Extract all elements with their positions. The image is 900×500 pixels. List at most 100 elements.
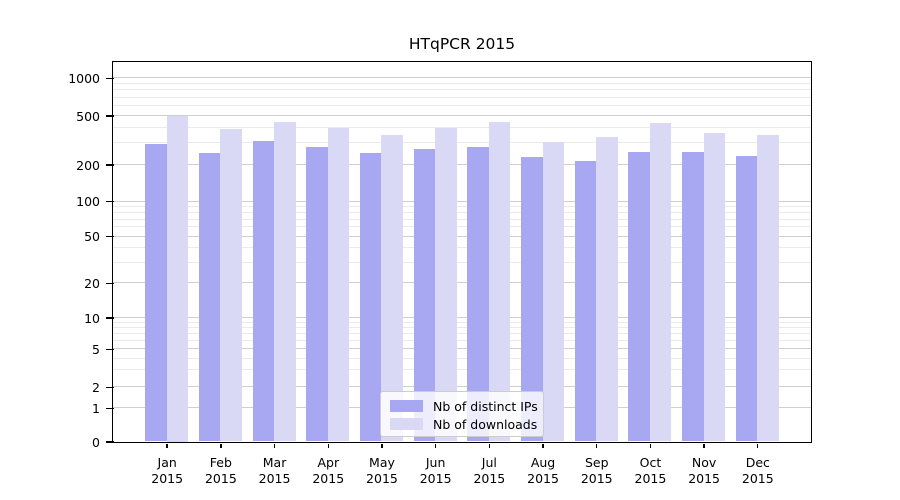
minor-gridline [113,89,811,91]
legend: Nb of distinct IPs Nb of downloads [380,391,544,437]
bar-distinct-ips-nov [682,151,704,442]
bar-downloads-sep [596,136,618,442]
bar-downloads-apr [327,128,350,442]
minor-gridline [113,126,811,128]
minor-gridline [113,105,811,107]
x-tick-label: May 2015 [354,455,410,486]
x-tick-label-month: Feb [209,455,232,470]
x-tick-label-month: Aug [530,455,556,470]
x-tick-label-year: 2015 [419,470,452,486]
x-tick-label: Oct 2015 [622,455,678,486]
x-tick-mark [757,443,759,448]
x-tick-mark [166,443,168,448]
x-tick-label-year: 2015 [580,470,613,486]
x-tick-mark [434,443,437,448]
x-tick-label-month: Oct [639,455,662,470]
bar-downloads-mar [274,122,296,442]
bar-distinct-ips-dec [735,155,758,442]
y-tick-mark [105,201,114,203]
minor-gridline [113,218,811,220]
x-tick-label-month: Jan [157,455,177,470]
x-tick-label: Mar 2015 [247,455,303,486]
bar-downloads-nov [703,133,726,442]
x-tick-label-year: 2015 [688,470,721,486]
y-tick-mark [105,317,114,319]
minor-gridline [113,321,811,323]
bar-distinct-ips-jun [413,149,436,442]
minor-gridline [113,96,811,98]
legend-row: Nb of downloads [390,415,543,433]
legend-label-downloads: Nb of downloads [433,416,538,432]
bar-downloads-jun [435,128,457,442]
x-tick-label: Aug 2015 [515,455,571,486]
x-tick-label: Sep 2015 [569,455,625,486]
legend-swatch-downloads [390,418,423,430]
x-tick-label-month: Apr [317,455,340,470]
x-tick-label-month: Nov [691,455,717,470]
major-gridline [113,348,811,350]
bar-downloads-aug [542,141,565,442]
x-tick-mark [488,443,491,448]
bar-downloads-jul [488,122,511,442]
y-tick-mark [105,77,114,79]
x-tick-label-month: Jun [425,455,446,470]
x-tick-label-year: 2015 [473,470,506,486]
minor-gridline [113,206,811,208]
bar-distinct-ips-jan [145,143,167,442]
bar-distinct-ips-sep [574,160,597,442]
major-gridline [113,115,811,116]
y-tick-label: 50 [84,229,100,245]
x-tick-mark [381,443,383,448]
minor-gridline [113,83,811,85]
y-tick-label: 2 [92,379,100,395]
major-gridline [113,386,811,388]
x-tick-label-year: 2015 [151,470,184,486]
x-tick-mark [703,443,705,448]
x-tick-mark [327,443,329,448]
chart-title: HTqPCR 2015 [408,35,516,53]
minor-gridline [113,357,811,359]
x-tick-label-year: 2015 [366,470,398,486]
major-gridline [113,77,811,79]
minor-gridline [113,327,811,329]
y-tick-label: 100 [76,194,100,210]
major-gridline [113,282,811,284]
y-tick-mark [105,115,114,117]
x-tick-label-month: Jul [481,455,497,470]
bar-distinct-ips-mar [252,141,275,442]
x-tick-label: Jul 2015 [461,455,517,486]
y-tick-label: 0 [92,434,100,450]
bar-downloads-jan [166,115,189,442]
minor-gridline [113,333,811,335]
y-tick-label: 1 [92,400,100,416]
x-tick-mark [273,443,276,448]
x-tick-label-year: 2015 [204,470,237,486]
x-tick-mark [220,443,222,448]
bar-downloads-dec [757,134,779,442]
bar-downloads-may [381,134,403,442]
plot-area [112,60,812,443]
x-tick-label: Feb 2015 [193,455,249,486]
major-gridline [113,164,811,165]
x-tick-label-month: Sep [584,455,609,470]
major-gridline [113,200,811,202]
y-tick-mark [105,386,114,388]
minor-gridline [113,369,811,371]
x-tick-label-year: 2015 [258,470,291,486]
minor-gridline [113,247,811,249]
x-tick-mark [649,443,652,448]
y-tick-mark [105,236,114,238]
legend-swatch-distinct-ips [390,400,423,412]
x-tick-label-year: 2015 [634,470,667,486]
x-tick-mark [542,443,544,448]
x-tick-label-month: May [369,455,395,470]
x-tick-label-year: 2015 [312,470,345,486]
x-tick-label-year: 2015 [527,470,559,486]
bar-distinct-ips-may [359,152,382,442]
x-tick-label-month: Dec [745,455,770,470]
x-tick-label: Jun 2015 [408,455,464,486]
x-tick-label-year: 2015 [741,470,774,486]
bar-distinct-ips-feb [198,152,221,442]
x-tick-label: Dec 2015 [730,455,786,486]
